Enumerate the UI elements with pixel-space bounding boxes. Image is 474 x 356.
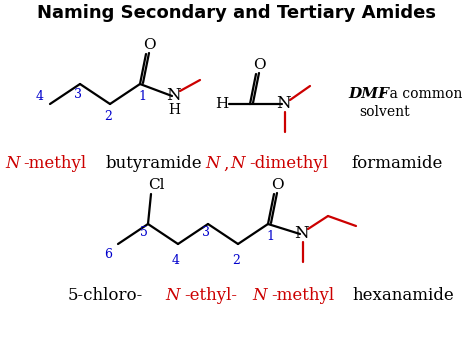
Text: O: O bbox=[143, 38, 155, 52]
Text: N: N bbox=[166, 87, 180, 104]
Text: solvent: solvent bbox=[360, 105, 410, 119]
Text: - a common: - a common bbox=[376, 87, 462, 101]
Text: -methyl: -methyl bbox=[24, 156, 87, 173]
Text: N: N bbox=[165, 288, 180, 304]
Text: N: N bbox=[252, 288, 267, 304]
Text: O: O bbox=[253, 58, 265, 72]
Text: N: N bbox=[276, 95, 290, 112]
Text: 5: 5 bbox=[140, 226, 148, 240]
Text: N: N bbox=[5, 156, 19, 173]
Text: 3: 3 bbox=[202, 226, 210, 240]
Text: 1: 1 bbox=[138, 89, 146, 103]
Text: -methyl: -methyl bbox=[271, 288, 334, 304]
Text: DMF: DMF bbox=[348, 87, 389, 101]
Text: N: N bbox=[294, 225, 308, 241]
Text: H: H bbox=[168, 103, 180, 117]
Text: 5-chloro-: 5-chloro- bbox=[68, 288, 143, 304]
Text: 2: 2 bbox=[104, 110, 112, 124]
Text: 1: 1 bbox=[266, 230, 274, 244]
Text: O: O bbox=[271, 178, 283, 192]
Text: butyramide: butyramide bbox=[105, 156, 202, 173]
Text: 2: 2 bbox=[232, 255, 240, 267]
Text: ,: , bbox=[224, 156, 229, 173]
Text: -ethyl-: -ethyl- bbox=[184, 288, 237, 304]
Text: N: N bbox=[231, 156, 245, 173]
Text: formamide: formamide bbox=[351, 156, 443, 173]
Text: N: N bbox=[205, 156, 219, 173]
Text: -dimethyl: -dimethyl bbox=[249, 156, 328, 173]
Text: Cl: Cl bbox=[148, 178, 164, 192]
Text: 3: 3 bbox=[74, 89, 82, 101]
Text: hexanamide: hexanamide bbox=[352, 288, 454, 304]
Text: 6: 6 bbox=[104, 248, 112, 262]
Text: 4: 4 bbox=[36, 89, 44, 103]
Text: Naming Secondary and Tertiary Amides: Naming Secondary and Tertiary Amides bbox=[37, 4, 437, 22]
Text: 4: 4 bbox=[172, 255, 180, 267]
Text: H: H bbox=[215, 97, 228, 111]
